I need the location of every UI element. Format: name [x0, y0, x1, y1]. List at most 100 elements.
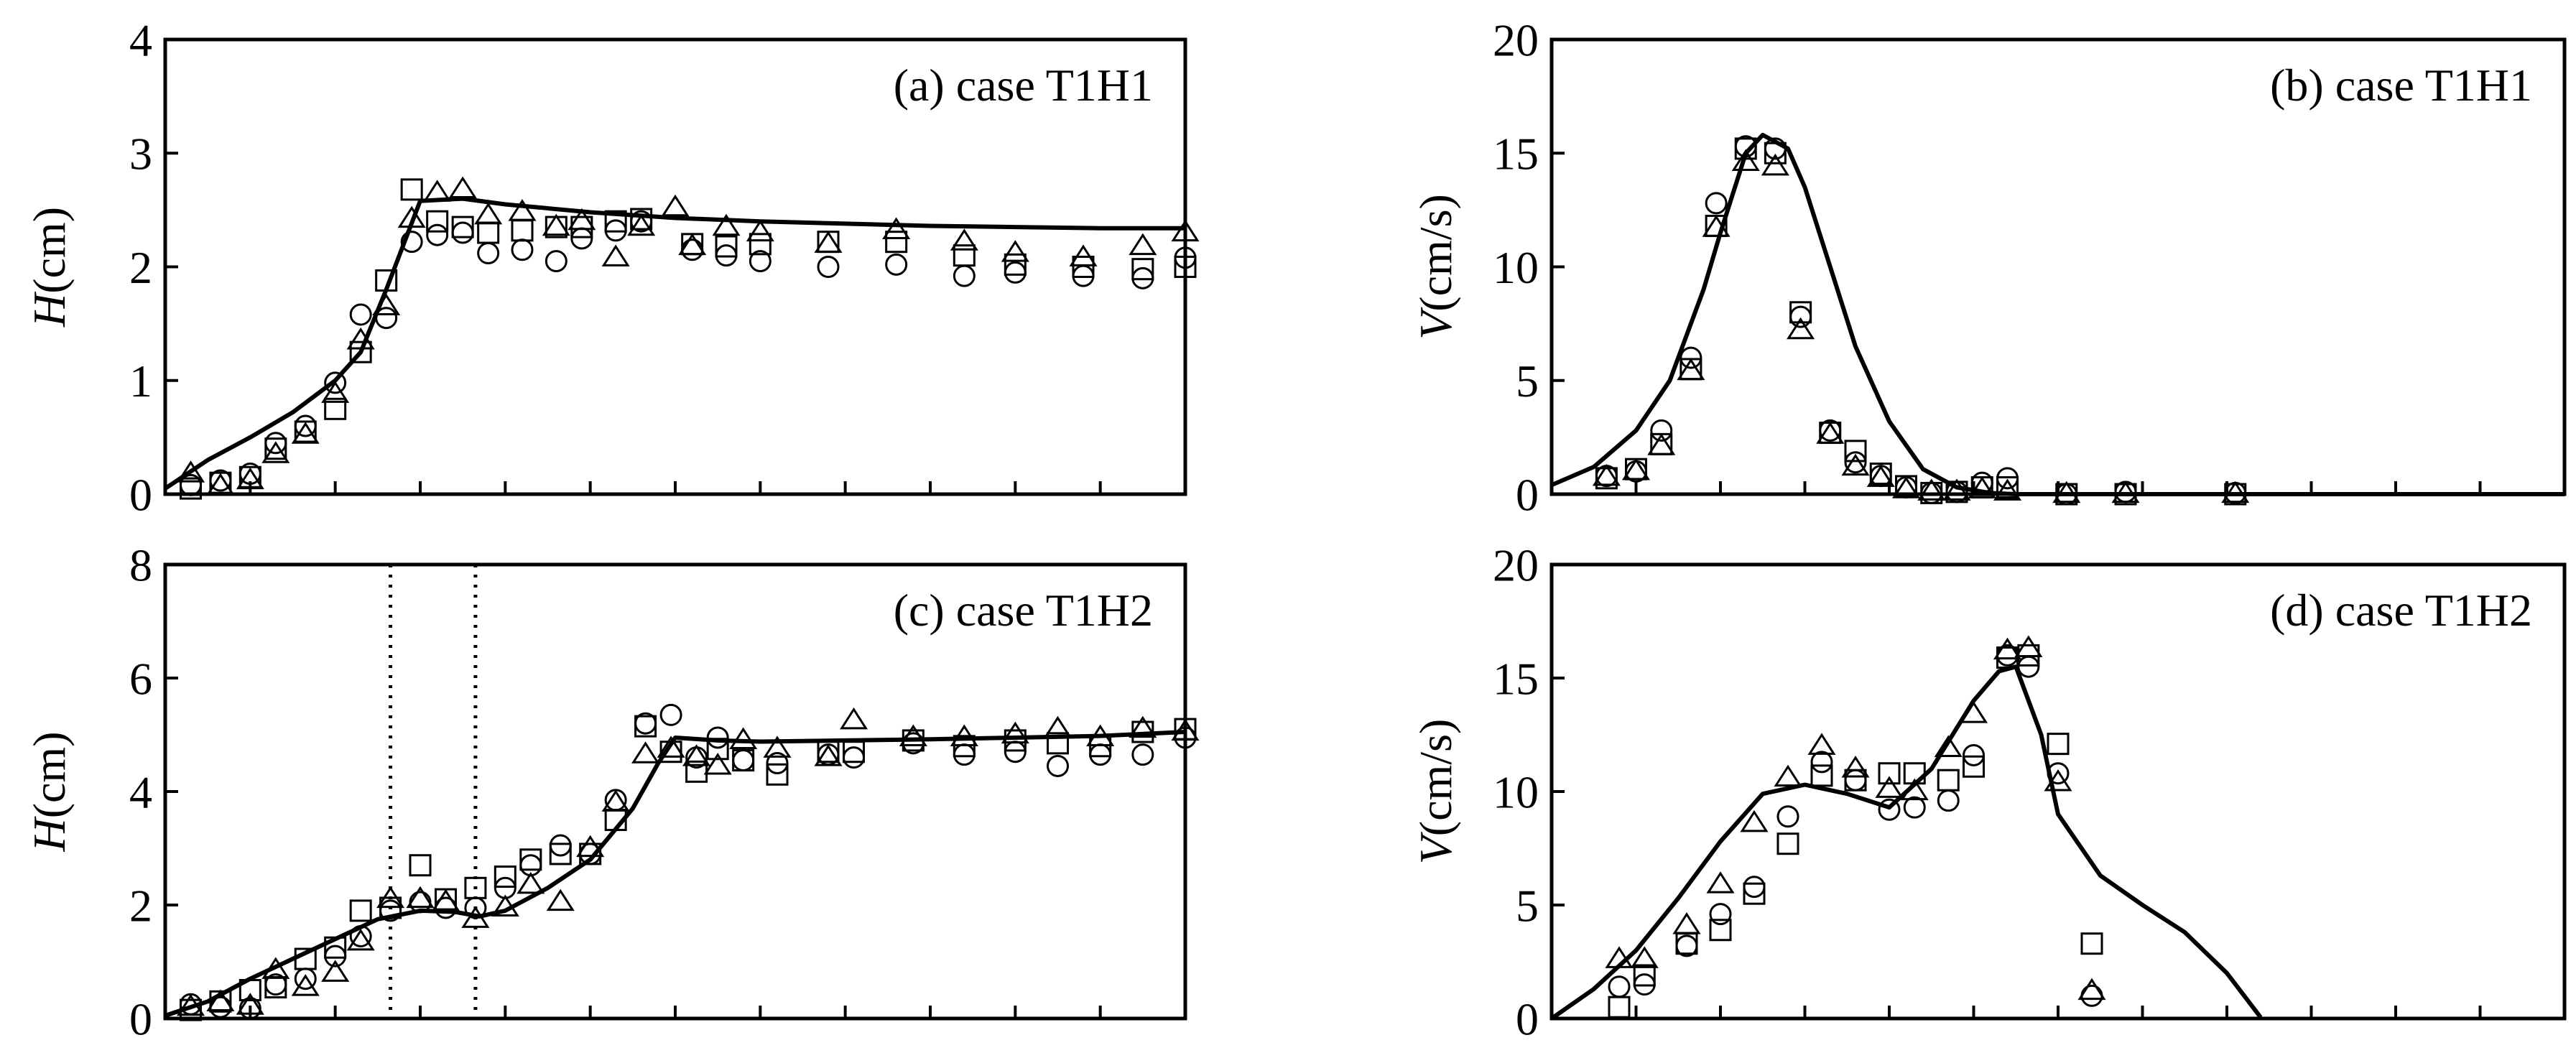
panel-title: (a) case T1H1: [894, 60, 1153, 111]
square-marker: [706, 738, 729, 761]
triangle-marker: [703, 753, 732, 775]
triangle-marker: [176, 460, 205, 483]
square-marker: [1844, 769, 1867, 792]
triangle-marker: [627, 213, 656, 236]
triangle-marker: [2111, 481, 2140, 504]
triangle-marker: [1891, 476, 1921, 498]
square-marker: [1174, 256, 1197, 278]
square-marker: [409, 854, 432, 877]
square-marker: [1920, 481, 1943, 504]
triangle-marker: [1171, 718, 1200, 741]
y-tick-label: 2: [129, 880, 152, 931]
triangle-marker: [576, 835, 605, 858]
triangle-marker: [291, 422, 320, 444]
square-marker: [2047, 733, 2070, 756]
triangle-marker: [1740, 809, 1769, 832]
square-marker: [1734, 137, 1757, 160]
triangle-marker: [1086, 724, 1115, 747]
y-tick-label: 15: [1493, 653, 1539, 704]
square-marker: [1878, 762, 1901, 785]
triangle-marker: [474, 202, 503, 225]
y-tick-label: 20: [1493, 539, 1539, 590]
square-marker: [1004, 253, 1027, 276]
square-marker: [1743, 882, 1766, 905]
triangle-marker: [814, 744, 843, 766]
y-tick-label: 3: [129, 129, 152, 180]
y-axis-variable: V: [1410, 307, 1461, 340]
y-tick-label: 5: [1516, 356, 1539, 407]
circle-marker: [706, 726, 729, 749]
circle-marker: [1878, 798, 1901, 821]
circle-marker: [1844, 769, 1867, 792]
circle-marker: [953, 264, 976, 287]
triangle-marker: [423, 180, 452, 202]
triangle-marker: [1934, 735, 1963, 758]
circle-marker: [1963, 743, 1985, 766]
triangle-marker: [1672, 912, 1701, 934]
triangle-marker: [1841, 453, 1870, 476]
circle-marker: [375, 307, 398, 330]
triangle-marker: [542, 213, 570, 236]
triangle-marker: [1816, 422, 1845, 444]
y-axis-label: H(cm): [24, 731, 75, 852]
circle-marker: [1608, 975, 1631, 998]
triangle-marker: [1605, 946, 1634, 968]
square-marker: [324, 936, 347, 959]
circle-marker: [570, 227, 593, 250]
triangle-marker: [372, 293, 401, 315]
triangle-marker: [1129, 715, 1157, 738]
square-marker: [1709, 919, 1732, 942]
square-marker: [549, 843, 572, 866]
triangle-marker: [1706, 871, 1735, 894]
square-marker: [349, 340, 372, 363]
triangle-marker: [2221, 481, 2250, 504]
triangle-marker: [1129, 233, 1157, 256]
circle-marker: [1705, 192, 1728, 215]
circle-marker: [545, 250, 567, 273]
square-marker: [519, 848, 542, 871]
triangle-marker: [678, 233, 707, 256]
triangle-marker: [236, 467, 264, 490]
circle-marker: [1810, 751, 1833, 774]
triangle-marker: [1807, 733, 1836, 755]
circle-marker: [1937, 789, 1960, 812]
y-tick-label: 15: [1493, 129, 1539, 180]
square-marker: [953, 244, 976, 267]
y-tick-label: 2: [129, 242, 152, 293]
square-marker: [749, 233, 772, 256]
triangle-marker: [899, 724, 927, 747]
triangle-marker: [1942, 478, 1971, 501]
square-marker: [1633, 964, 1656, 987]
square-marker: [451, 215, 474, 238]
circle-marker: [732, 749, 755, 772]
square-marker: [349, 899, 372, 922]
triangle-marker: [1043, 715, 1072, 738]
triangle-marker: [1993, 478, 2022, 501]
triangle-marker: [1866, 465, 1895, 487]
circle-marker: [885, 253, 908, 276]
y-axis-variable: V: [1410, 831, 1461, 864]
triangle-marker: [682, 744, 711, 766]
circle-marker: [1004, 741, 1027, 764]
triangle-marker: [1993, 637, 2022, 660]
square-marker: [264, 437, 287, 460]
triangle-marker: [2044, 769, 2072, 792]
triangle-marker: [508, 199, 537, 221]
panel-c: (c) case T1H2 0 2 4 6 8 H(cm): [24, 539, 1200, 1044]
triangle-marker: [1968, 476, 1996, 498]
circle-marker: [349, 924, 372, 947]
circle-marker: [1743, 876, 1766, 899]
circle-marker: [349, 303, 372, 326]
circle-marker: [1776, 805, 1799, 828]
triangle-marker: [631, 741, 660, 764]
square-marker: [715, 235, 738, 258]
circle-marker: [451, 221, 474, 244]
triangle-marker: [712, 213, 741, 236]
y-axis-unit: (cm/s): [1410, 194, 1461, 312]
circle-marker: [659, 703, 682, 726]
square-marker: [1844, 440, 1867, 463]
square-marker: [400, 178, 423, 201]
triangle-marker: [950, 724, 978, 747]
y-tick-label: 20: [1493, 14, 1539, 65]
